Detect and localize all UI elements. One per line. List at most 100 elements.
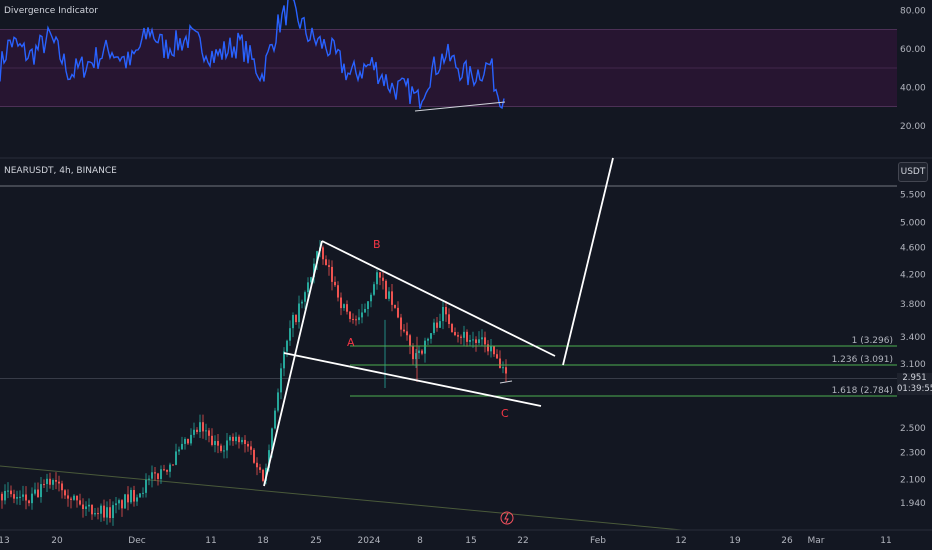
- candle-body: [22, 494, 24, 497]
- candle-body: [505, 367, 507, 374]
- candle-body: [361, 312, 363, 318]
- candle-body: [127, 494, 129, 503]
- candle-body: [391, 291, 393, 305]
- candle-body: [430, 333, 432, 339]
- candle-body: [175, 451, 177, 465]
- price-y-tick: 3.800: [900, 300, 926, 310]
- candle-body: [337, 285, 339, 298]
- symbol-title: NEARUSDT, 4h, BINANCE: [4, 166, 117, 176]
- candle-body: [217, 441, 219, 446]
- candle-body: [88, 504, 90, 507]
- candle-body: [208, 430, 210, 436]
- candle-body: [139, 493, 141, 498]
- candle-body: [61, 483, 63, 491]
- candle-body: [130, 489, 132, 503]
- bar-countdown: 01:39:55: [897, 384, 932, 394]
- candle-body: [340, 297, 342, 309]
- candle-body: [442, 306, 444, 322]
- projection-line: [562, 157, 614, 366]
- candle-body: [331, 266, 333, 282]
- candle-body: [256, 462, 258, 468]
- candle-body: [292, 314, 294, 329]
- last-price-tag: 2.951 01:39:55: [897, 373, 932, 395]
- price-y-tick: 5.500: [900, 190, 926, 200]
- divergence-line: [414, 101, 506, 112]
- candle-body: [238, 436, 240, 443]
- price-y-tick: 2.100: [900, 475, 926, 485]
- time-x-tick: 26: [781, 536, 793, 546]
- lightning-icon-bolt: [504, 512, 509, 524]
- candle-body: [73, 495, 75, 500]
- candle-body: [388, 291, 390, 299]
- time-x-tick: 11: [880, 536, 891, 546]
- candle-body: [19, 496, 21, 498]
- small-marker-line: [499, 380, 513, 384]
- candle-body: [484, 337, 486, 345]
- long-trendline: [0, 465, 683, 531]
- candle-body: [490, 345, 492, 352]
- time-x-tick: 25: [310, 536, 321, 546]
- candle-body: [385, 280, 387, 299]
- candle-body: [472, 339, 474, 341]
- candle-body: [298, 303, 300, 323]
- price-y-tick: 3.100: [900, 360, 926, 370]
- candle-body: [28, 500, 30, 504]
- candle-body: [157, 473, 159, 479]
- candle-body: [418, 350, 420, 354]
- candle-body: [133, 489, 135, 502]
- candle-body: [487, 344, 489, 352]
- candle-body: [295, 314, 297, 323]
- candle-body: [46, 478, 48, 485]
- candle-body: [10, 490, 12, 495]
- candle-body: [97, 513, 99, 515]
- candle-body: [280, 368, 282, 393]
- candle-body: [379, 272, 381, 278]
- candle-body: [85, 506, 87, 510]
- candle-body: [493, 345, 495, 355]
- candle-body: [352, 318, 354, 320]
- candle-body: [397, 307, 399, 318]
- candle-body: [82, 504, 84, 510]
- candle-body: [328, 265, 330, 267]
- candle-body: [1, 493, 3, 501]
- time-x-tick: Mar: [808, 536, 825, 546]
- time-x-tick: 12: [675, 536, 686, 546]
- candle-body: [4, 490, 6, 501]
- candle-body: [463, 331, 465, 338]
- lightning-icon-circle: [500, 511, 514, 525]
- candle-body: [457, 335, 459, 337]
- price-y-tick: 1.940: [900, 499, 926, 509]
- candle-body: [460, 336, 462, 338]
- time-x-tick: 19: [729, 536, 741, 546]
- candle-body: [415, 353, 417, 360]
- candle-body: [31, 493, 33, 504]
- candle-body: [100, 505, 102, 514]
- candle-body: [64, 490, 66, 496]
- candle-body: [214, 441, 216, 445]
- candle-body: [283, 351, 285, 369]
- candle-body: [259, 467, 261, 470]
- time-x-tick: 15: [465, 536, 476, 546]
- impulse-line: [263, 240, 323, 487]
- candle-body: [49, 478, 51, 485]
- candle-body: [7, 490, 9, 492]
- candle-body: [499, 358, 501, 369]
- candle-body: [70, 498, 72, 500]
- candle-body: [40, 484, 42, 498]
- candle-body: [91, 504, 93, 515]
- candle-body: [247, 443, 249, 447]
- candle-body: [436, 322, 438, 328]
- fib-level-label: 1.618 (2.784): [832, 386, 893, 396]
- currency-button[interactable]: USDT: [898, 162, 928, 182]
- candle-body: [67, 495, 69, 499]
- candle-body: [394, 304, 396, 308]
- candle-body: [274, 410, 276, 429]
- candle-body: [346, 304, 348, 312]
- time-x-tick: 11: [205, 536, 216, 546]
- wave-label-c: C: [501, 407, 509, 420]
- wedge-lower-line: [283, 352, 542, 407]
- candle-body: [172, 464, 174, 466]
- price-y-tick: 4.600: [900, 243, 926, 253]
- candle-body: [136, 497, 138, 502]
